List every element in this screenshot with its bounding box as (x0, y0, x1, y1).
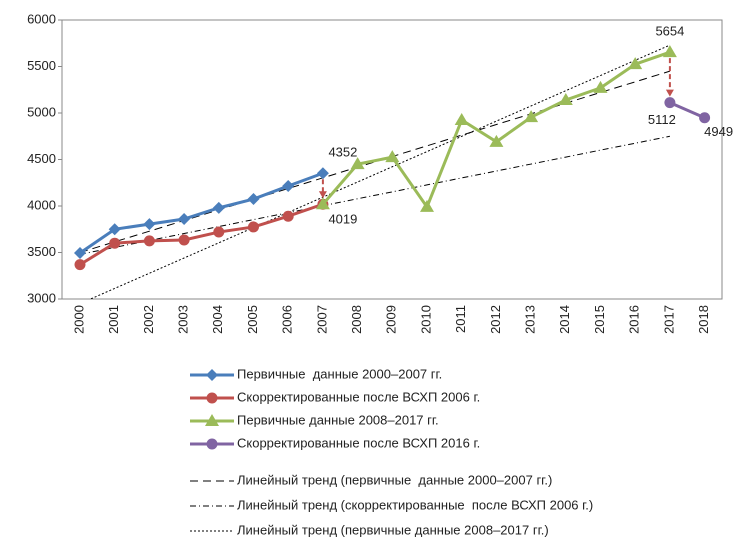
x-tick-label: 2001 (106, 305, 121, 334)
point (385, 150, 400, 163)
plot (79, 44, 671, 299)
point (420, 199, 434, 212)
point (213, 226, 225, 238)
point (662, 45, 677, 58)
point (699, 112, 711, 124)
point (316, 167, 329, 180)
legend-label: Первичные данные 2000–2007 гг. (237, 366, 442, 381)
x-tick-label: 2004 (210, 305, 225, 334)
trend-line (89, 44, 671, 299)
point (74, 259, 86, 271)
x-tick-label: 2007 (314, 305, 329, 334)
point (282, 180, 295, 193)
x-tick-label: 2002 (141, 305, 156, 334)
x-tick-label: 2006 (280, 305, 295, 334)
data-label: 4352 (328, 145, 357, 160)
y-tick-label: 4500 (27, 151, 56, 166)
y-tick-label: 6000 (27, 11, 56, 26)
point (489, 134, 504, 147)
legend-label: Первичные данные 2008–2017 гг. (237, 412, 439, 427)
point (350, 157, 365, 170)
point (558, 92, 573, 105)
y-tick-label: 4000 (27, 197, 56, 212)
point (524, 110, 539, 123)
arrow-head (318, 191, 327, 199)
legend-label: Скорректированные после ВСХП 2016 г. (237, 435, 480, 450)
point (664, 97, 676, 109)
point (212, 201, 225, 214)
data-label: 5654 (655, 24, 684, 39)
point (282, 210, 294, 222)
x-tick-label: 2017 (661, 305, 676, 334)
point (248, 221, 259, 233)
legend-marker (206, 392, 218, 404)
x-tick-label: 2018 (696, 305, 711, 334)
x-tick-label: 2012 (488, 305, 503, 334)
legend-marker (206, 438, 218, 450)
legend-label: Линейный тренд (первичные данные 2000–20… (237, 472, 552, 487)
legend-marker (205, 414, 219, 426)
y-tick-label: 5000 (27, 104, 56, 119)
x-tick-label: 2011 (453, 305, 468, 333)
x-tick-label: 2005 (245, 305, 260, 334)
point (143, 235, 155, 247)
x-tick-label: 2016 (627, 305, 642, 334)
point (143, 218, 156, 231)
point (178, 234, 190, 246)
x-tick-label: 2009 (384, 305, 399, 334)
trend-line (79, 135, 670, 255)
data-label: 5112 (648, 112, 676, 127)
x-tick-label: 2013 (523, 305, 538, 334)
x-tick-label: 2008 (349, 305, 364, 334)
point (109, 237, 121, 249)
x-tick-label: 2010 (418, 305, 433, 334)
series-line (79, 171, 324, 255)
arrow-head (665, 89, 674, 97)
data-label: 4019 (328, 212, 357, 227)
point (247, 193, 260, 206)
legend-marker (206, 369, 218, 381)
x-tick-label: 2014 (557, 305, 572, 334)
series-line (321, 50, 671, 211)
trend-line (79, 70, 671, 253)
legend-label: Скорректированные после ВСХП 2006 г. (237, 389, 480, 404)
point (315, 197, 330, 210)
point (108, 223, 121, 236)
y-tick-label: 3000 (27, 290, 56, 305)
series-line (79, 202, 324, 266)
point (593, 80, 608, 93)
x-tick-label: 2015 (592, 305, 607, 334)
point (454, 112, 469, 125)
data-label: 4949 (704, 124, 733, 139)
point (74, 246, 86, 259)
legend-label: Линейный тренд (первичные данные 2008–20… (237, 522, 549, 537)
x-tick-label: 2003 (176, 305, 191, 334)
y-tick-label: 5500 (27, 58, 56, 73)
series-line (669, 101, 706, 120)
point (628, 57, 643, 70)
point (178, 213, 191, 226)
y-tick-label: 3500 (27, 244, 56, 259)
x-tick-label: 2000 (71, 305, 86, 334)
legend-label: Линейный тренд (скорректированные после … (237, 497, 593, 512)
